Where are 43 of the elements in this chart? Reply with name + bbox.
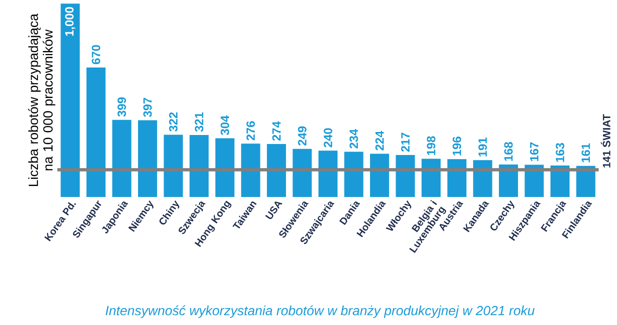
bar xyxy=(473,160,492,197)
data-label: 198 xyxy=(426,136,436,156)
data-label: 240 xyxy=(324,128,332,148)
data-label: 167 xyxy=(530,142,538,162)
data-label: 163 xyxy=(556,143,564,162)
bar xyxy=(241,144,260,197)
bar xyxy=(447,159,466,197)
bar xyxy=(112,120,132,197)
data-label: 191 xyxy=(478,138,487,156)
data-label: 1,000 xyxy=(65,7,76,36)
text: Intensywność wykorzystania robotów w branży produkcyjnej w 2021 roku xyxy=(106,305,535,318)
data-label: 196 xyxy=(452,136,462,156)
bar xyxy=(292,148,312,197)
bar xyxy=(138,120,158,197)
data-label: 304 xyxy=(220,115,230,136)
bar xyxy=(422,158,441,197)
bar xyxy=(318,150,338,197)
ref-line-label: 141 ŚWIAT xyxy=(600,114,610,168)
data-label: 224 xyxy=(375,130,384,150)
bar xyxy=(190,134,209,197)
data-label: 397 xyxy=(143,98,152,118)
data-label: 399 xyxy=(118,97,126,117)
bar xyxy=(86,67,106,197)
bar xyxy=(396,155,415,197)
bar xyxy=(370,154,390,197)
data-label: 276 xyxy=(246,121,255,140)
data-label: 161 xyxy=(582,143,590,162)
y-axis-title: Liczba robotów przypadająca na 10 000 pracowników xyxy=(28,14,56,186)
bar xyxy=(524,164,544,197)
data-label: 670 xyxy=(92,45,100,64)
data-label: 249 xyxy=(298,126,306,146)
data-label: 168 xyxy=(504,142,513,161)
data-label: 322 xyxy=(169,112,178,132)
data-label: 321 xyxy=(194,112,204,132)
data-label: 217 xyxy=(401,132,410,152)
bar xyxy=(266,144,286,197)
data-label: 234 xyxy=(350,128,358,148)
bar xyxy=(60,4,80,197)
bar xyxy=(215,138,234,197)
bar xyxy=(576,166,596,197)
bar xyxy=(344,152,364,197)
data-label: 274 xyxy=(272,121,281,141)
bar xyxy=(164,134,183,197)
